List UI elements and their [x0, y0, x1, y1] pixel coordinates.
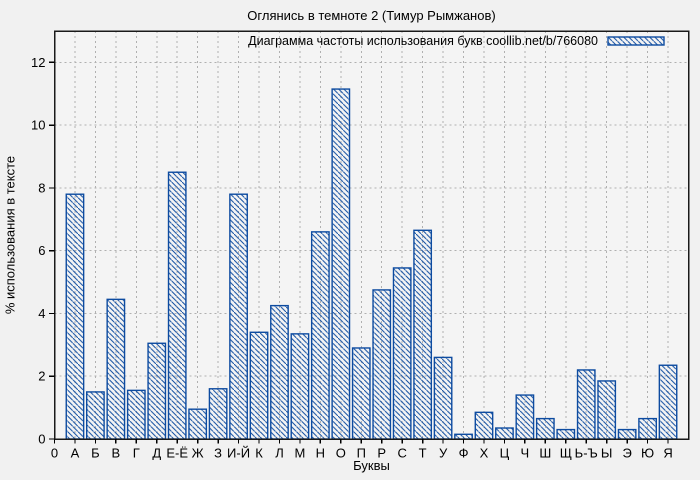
x-tick-У: У	[439, 446, 448, 461]
x-tick-Д: Д	[152, 446, 161, 461]
plot-border	[53, 30, 690, 440]
x-tick-Ч: Ч	[521, 446, 530, 461]
bar-У	[433, 356, 453, 440]
x-tick-М: М	[294, 446, 305, 461]
x-tick-Е-Ё: Е-Ё	[166, 446, 188, 461]
x-tick-Ф: Ф	[459, 446, 469, 461]
x-tick-Л: Л	[275, 446, 284, 461]
y-axis-title: % использования в тексте	[2, 155, 18, 315]
bar-Ы	[597, 380, 617, 440]
x-tick-Ж: Ж	[192, 446, 204, 461]
x-tick-Т: Т	[419, 446, 427, 461]
legend-label: Диаграмма частоты использования букв coo…	[248, 34, 598, 48]
legend-hatched-bar-swatch	[607, 36, 665, 46]
y-tick-labels: 0 2 4 6 8 10 12	[31, 55, 45, 447]
bar-Р	[372, 289, 392, 440]
y-tick-12: 12	[31, 55, 45, 70]
x-axis-title: Буквы	[353, 458, 390, 473]
x-tick-Ю: Ю	[641, 446, 654, 461]
bar-Л	[270, 304, 289, 440]
bar-Щ	[556, 428, 576, 440]
x-tick-К: К	[255, 446, 263, 461]
bar-Х	[474, 411, 494, 440]
bar-М	[290, 333, 310, 440]
bar-Ч	[515, 394, 535, 440]
bar-Ь-Ъ	[576, 369, 596, 440]
bar-Б	[86, 391, 105, 440]
bar-К	[249, 331, 269, 440]
y-tick-6: 6	[38, 243, 45, 258]
tick-marks	[49, 61, 669, 444]
x-tick-И-Й: И-Й	[227, 446, 250, 461]
x-tick-Э: Э	[622, 446, 631, 461]
bar-И-Й	[229, 193, 248, 440]
x-tick-Ь-Ъ: Ь-Ъ	[575, 446, 598, 461]
chart-title: Оглянись в темноте 2 (Тимур Рымжанов)	[247, 8, 496, 23]
x-tick-П: П	[357, 446, 366, 461]
legend: Диаграмма частоты использования букв coo…	[248, 34, 665, 48]
x-tick-В: В	[112, 446, 121, 461]
x-tick-Б: Б	[91, 446, 100, 461]
bar-А	[65, 193, 85, 440]
x-tick-labels: 0 А Б В Г Д Е-Ё Ж З И-Й К Л М Н О П Р С Т У Ф Х Ц Ч Ш Щ Ь-Ъ Ы Э Ю Я	[51, 446, 673, 461]
bar-С	[392, 267, 412, 440]
x-tick-Щ: Щ	[560, 446, 572, 461]
bar-О	[331, 88, 351, 440]
x-tick-origin: 0	[51, 446, 58, 461]
x-tick-Н: Н	[316, 446, 325, 461]
x-tick-С: С	[397, 446, 406, 461]
x-tick-Г: Г	[133, 446, 140, 461]
x-tick-Р: Р	[377, 446, 386, 461]
bar-Ю	[638, 417, 657, 440]
bar-Ц	[495, 427, 514, 440]
bar-Г	[126, 389, 146, 440]
y-tick-0: 0	[38, 432, 45, 447]
bar-Э	[617, 428, 637, 440]
bar-Ш	[535, 417, 555, 440]
x-tick-А: А	[71, 446, 80, 461]
bar-Д	[147, 342, 167, 440]
x-tick-О: О	[336, 446, 346, 461]
x-tick-Х: Х	[480, 446, 489, 461]
x-tick-Ы: Ы	[601, 446, 613, 461]
bar-Я	[658, 364, 678, 440]
bar-В	[106, 298, 126, 440]
y-tick-4: 4	[38, 306, 45, 321]
bar-Н	[310, 231, 330, 440]
bar-П	[351, 347, 371, 440]
x-tick-Я: Я	[663, 446, 672, 461]
bar-Е-Ё	[167, 171, 187, 440]
y-tick-2: 2	[38, 369, 45, 384]
bars	[65, 88, 678, 440]
x-tick-З: З	[214, 446, 222, 461]
x-tick-Ц: Ц	[500, 446, 510, 461]
y-tick-8: 8	[38, 180, 45, 195]
bar-Ж	[188, 408, 208, 440]
bar-Т	[413, 229, 433, 440]
y-tick-10: 10	[31, 118, 45, 133]
x-tick-Ш: Ш	[539, 446, 551, 461]
bar-З	[208, 388, 228, 440]
